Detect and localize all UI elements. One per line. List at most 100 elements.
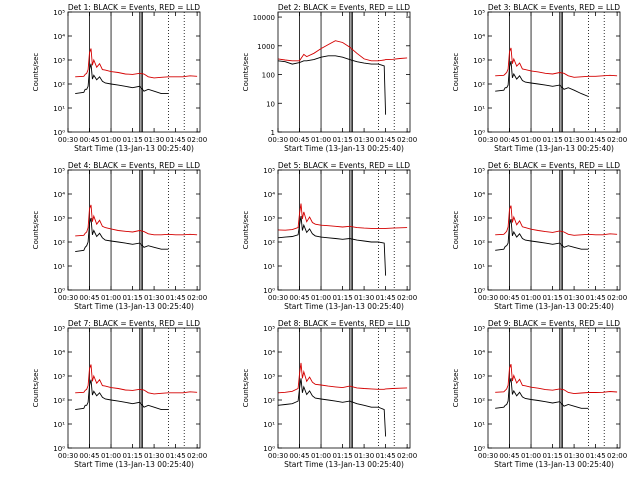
xtick-label-3: 01:15 (332, 136, 352, 144)
x-axis-label: Start Time (13-Jan-13 00:25:40) (494, 460, 614, 469)
x-axis-label: Start Time (13-Jan-13 00:25:40) (74, 460, 194, 469)
xtick-label-5: 01:45 (586, 452, 606, 460)
xtick-label-3: 01:15 (542, 452, 562, 460)
xtick-label-0: 00:30 (58, 294, 78, 302)
series-line-events (75, 63, 169, 95)
ytick-label-2: 10² (53, 397, 65, 405)
ytick-label-0: 10⁰ (263, 287, 275, 295)
xtick-label-3: 01:15 (542, 136, 562, 144)
series-line-events (75, 379, 169, 411)
xtick-label-6: 02:00 (607, 294, 627, 302)
chart-title: Det 8: BLACK = Events, RED = LLD (278, 319, 410, 328)
ytick-label-5: 10⁵ (53, 325, 65, 333)
xtick-label-0: 00:30 (478, 136, 498, 144)
plot-frame (487, 169, 621, 291)
ytick-label-2: 10² (53, 239, 65, 247)
x-axis-label: Start Time (13-Jan-13 00:25:40) (494, 302, 614, 311)
plot-frame (277, 327, 411, 449)
xtick-label-6: 02:00 (607, 452, 627, 460)
ytick-label-4: 10000 (253, 14, 275, 22)
xtick-label-4: 01:30 (354, 452, 374, 460)
ytick-label-1: 10¹ (473, 105, 485, 113)
ytick-label-0: 10⁰ (53, 445, 65, 453)
ytick-label-4: 10⁴ (473, 191, 485, 199)
series-line-lld (495, 205, 618, 236)
plot-frame (277, 169, 411, 291)
ytick-label-1: 10¹ (263, 263, 275, 271)
chart-title: Det 4: BLACK = Events, RED = LLD (68, 161, 200, 170)
ytick-label-5: 10⁵ (473, 167, 485, 175)
ytick-label-1: 10 (266, 100, 275, 108)
xtick-label-2: 01:00 (521, 294, 541, 302)
plot-frame (487, 11, 621, 133)
xtick-label-3: 01:15 (122, 294, 142, 302)
xtick-label-4: 01:30 (564, 136, 584, 144)
chart-title: Det 9: BLACK = Events, RED = LLD (488, 319, 620, 328)
ytick-label-4: 10⁴ (53, 33, 65, 41)
plot-frame (487, 327, 621, 449)
ytick-label-0: 10⁰ (263, 445, 275, 453)
xtick-label-0: 00:30 (478, 294, 498, 302)
xtick-label-6: 02:00 (187, 294, 207, 302)
chart-panel-det-2: 1 10 100 1000 10000 00:30 00:45 01:00 01:15 01:30… (242, 3, 417, 153)
xtick-label-4: 01:30 (354, 136, 374, 144)
ytick-label-4: 10⁴ (473, 349, 485, 357)
ytick-label-2: 100 (262, 72, 275, 80)
y-axis-label: Counts/sec (452, 211, 460, 250)
series-line-lld (277, 362, 408, 394)
ytick-label-3: 10³ (263, 373, 275, 381)
xtick-label-6: 02:00 (397, 452, 417, 460)
ytick-label-5: 10⁵ (263, 325, 275, 333)
ytick-label-2: 10² (473, 239, 485, 247)
series-line-events (495, 218, 589, 251)
xtick-label-3: 01:15 (332, 452, 352, 460)
xtick-label-5: 01:45 (376, 294, 396, 302)
chart-title: Det 1: BLACK = Events, RED = LLD (68, 3, 200, 12)
xtick-label-4: 01:30 (564, 294, 584, 302)
xtick-label-1: 00:45 (499, 136, 519, 144)
xtick-label-3: 01:15 (332, 294, 352, 302)
xtick-label-0: 00:30 (58, 136, 78, 144)
ytick-label-0: 10⁰ (53, 129, 65, 137)
xtick-label-1: 00:45 (499, 294, 519, 302)
ytick-label-5: 10⁵ (53, 9, 65, 17)
xtick-label-1: 00:45 (289, 294, 309, 302)
xtick-label-4: 01:30 (144, 136, 164, 144)
chart-title: Det 3: BLACK = Events, RED = LLD (488, 3, 620, 12)
chart-title: Det 5: BLACK = Events, RED = LLD (278, 161, 410, 170)
xtick-label-1: 00:45 (79, 136, 99, 144)
y-axis-label: Counts/sec (32, 211, 40, 250)
ytick-label-3: 10³ (473, 57, 485, 65)
xtick-label-3: 01:15 (122, 136, 142, 144)
xtick-label-1: 00:45 (79, 452, 99, 460)
series-line-events (495, 60, 589, 97)
xtick-label-5: 01:45 (166, 136, 186, 144)
series-line-events (277, 378, 387, 437)
ytick-label-0: 10⁰ (53, 287, 65, 295)
ytick-label-1: 10¹ (53, 421, 65, 429)
ytick-label-3: 10³ (53, 57, 65, 65)
xtick-label-4: 01:30 (144, 452, 164, 460)
ytick-label-5: 10⁵ (473, 325, 485, 333)
x-axis-label: Start Time (13-Jan-13 00:25:40) (284, 144, 404, 153)
xtick-label-2: 01:00 (101, 452, 121, 460)
y-axis-label: Counts/sec (452, 369, 460, 408)
ytick-label-2: 10² (473, 81, 485, 89)
xtick-label-6: 02:00 (607, 136, 627, 144)
xtick-label-1: 00:45 (499, 452, 519, 460)
xtick-label-0: 00:30 (478, 452, 498, 460)
ytick-label-0: 10⁰ (473, 445, 485, 453)
ytick-label-0: 10⁰ (473, 129, 485, 137)
xtick-label-5: 01:45 (586, 136, 606, 144)
xtick-label-2: 01:00 (521, 452, 541, 460)
xtick-label-5: 01:45 (586, 294, 606, 302)
ytick-label-1: 10¹ (53, 105, 65, 113)
xtick-label-1: 00:45 (79, 294, 99, 302)
xtick-label-5: 01:45 (376, 136, 396, 144)
ytick-label-0: 1 (271, 129, 275, 137)
